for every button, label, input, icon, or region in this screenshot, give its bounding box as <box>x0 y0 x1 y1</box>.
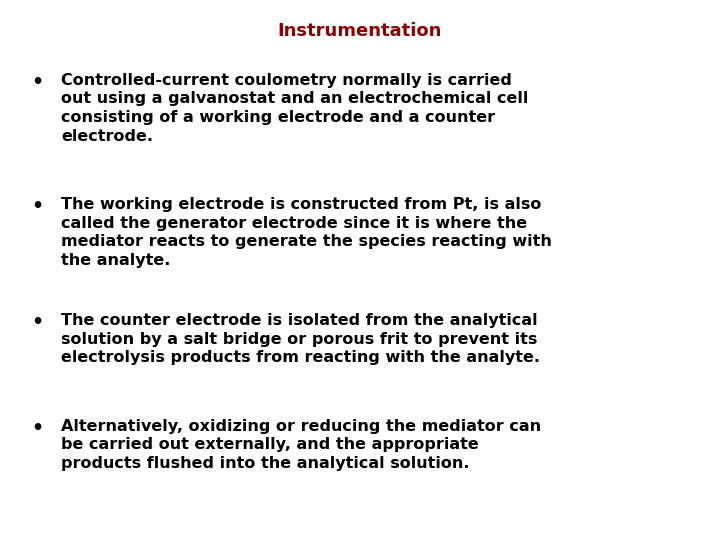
Text: Alternatively, oxidizing or reducing the mediator can
be carried out externally,: Alternatively, oxidizing or reducing the… <box>61 418 541 471</box>
Text: Controlled‑current coulometry normally is carried
out using a galvanostat and an: Controlled‑current coulometry normally i… <box>61 73 528 144</box>
Text: •: • <box>32 418 43 437</box>
Text: The working electrode is constructed from Pt, is also
called the generator elect: The working electrode is constructed fro… <box>61 197 552 268</box>
Text: •: • <box>32 197 43 216</box>
Text: •: • <box>32 313 43 332</box>
Text: The counter electrode is isolated from the analytical
solution by a salt bridge : The counter electrode is isolated from t… <box>61 313 540 366</box>
Text: Instrumentation: Instrumentation <box>278 22 442 39</box>
Text: •: • <box>32 73 43 92</box>
